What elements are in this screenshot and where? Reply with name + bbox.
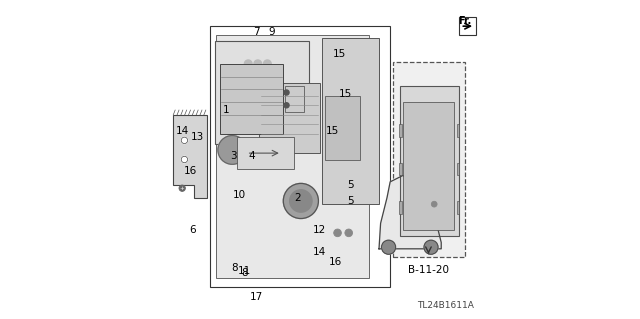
FancyBboxPatch shape	[321, 38, 379, 204]
FancyBboxPatch shape	[215, 41, 309, 144]
Text: B-11-20: B-11-20	[408, 264, 449, 275]
Text: 10: 10	[233, 189, 246, 200]
Circle shape	[284, 90, 289, 95]
FancyBboxPatch shape	[456, 124, 459, 137]
Text: Fr.: Fr.	[458, 16, 472, 26]
Circle shape	[431, 201, 437, 207]
Circle shape	[254, 60, 262, 68]
Text: 2: 2	[294, 193, 301, 203]
Text: 13: 13	[191, 132, 204, 142]
FancyBboxPatch shape	[399, 124, 402, 137]
FancyBboxPatch shape	[456, 163, 459, 175]
FancyBboxPatch shape	[459, 17, 476, 35]
Circle shape	[424, 240, 438, 254]
Text: 8: 8	[241, 268, 248, 278]
Text: +: +	[180, 186, 184, 191]
FancyBboxPatch shape	[403, 102, 454, 230]
Text: 1: 1	[223, 105, 229, 115]
Text: 5: 5	[347, 180, 354, 190]
Text: 11: 11	[237, 265, 251, 276]
Circle shape	[244, 60, 252, 68]
FancyBboxPatch shape	[216, 35, 369, 278]
Circle shape	[264, 60, 271, 68]
FancyBboxPatch shape	[394, 62, 465, 257]
Circle shape	[227, 82, 241, 96]
Circle shape	[284, 103, 289, 108]
Text: 15: 15	[339, 89, 352, 99]
Circle shape	[179, 185, 186, 191]
FancyBboxPatch shape	[399, 163, 402, 175]
Circle shape	[345, 229, 353, 237]
Text: 15: 15	[333, 49, 346, 59]
Text: 12: 12	[313, 225, 326, 235]
Text: 14: 14	[175, 126, 189, 136]
Circle shape	[181, 137, 188, 144]
Polygon shape	[173, 115, 207, 198]
FancyBboxPatch shape	[456, 201, 459, 214]
Circle shape	[218, 136, 246, 164]
Text: 16: 16	[184, 166, 197, 176]
Text: 15: 15	[326, 126, 339, 136]
FancyBboxPatch shape	[400, 86, 459, 236]
Circle shape	[333, 229, 341, 237]
Circle shape	[284, 183, 319, 219]
Text: 4: 4	[248, 151, 255, 161]
FancyBboxPatch shape	[324, 96, 360, 160]
Circle shape	[181, 156, 188, 163]
Polygon shape	[379, 175, 441, 249]
Text: 7: 7	[253, 27, 260, 37]
Text: 14: 14	[313, 247, 326, 257]
Circle shape	[381, 240, 396, 254]
Text: 17: 17	[250, 292, 263, 302]
Text: 6: 6	[189, 225, 196, 235]
Text: 5: 5	[347, 196, 354, 206]
FancyBboxPatch shape	[220, 64, 284, 134]
FancyBboxPatch shape	[259, 83, 320, 153]
Text: TL24B1611A: TL24B1611A	[417, 301, 474, 310]
Text: 3: 3	[230, 151, 237, 161]
Text: 16: 16	[328, 256, 342, 267]
Text: 9: 9	[269, 27, 275, 37]
FancyBboxPatch shape	[399, 201, 402, 214]
Circle shape	[290, 190, 312, 212]
FancyBboxPatch shape	[285, 86, 304, 112]
FancyBboxPatch shape	[237, 137, 294, 169]
Text: 8: 8	[231, 263, 238, 273]
